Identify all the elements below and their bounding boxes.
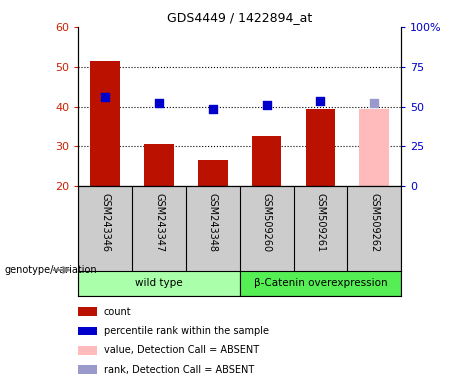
Bar xyxy=(360,109,389,186)
Bar xyxy=(90,61,120,186)
Text: GSM243348: GSM243348 xyxy=(208,193,218,252)
Point xyxy=(263,101,270,108)
Bar xyxy=(240,271,401,296)
Point xyxy=(209,106,217,112)
Bar xyxy=(78,271,240,296)
Bar xyxy=(78,307,97,316)
Text: rank, Detection Call = ABSENT: rank, Detection Call = ABSENT xyxy=(104,365,254,375)
Text: β-Catenin overexpression: β-Catenin overexpression xyxy=(254,278,387,288)
Text: wild type: wild type xyxy=(135,278,183,288)
Text: value, Detection Call = ABSENT: value, Detection Call = ABSENT xyxy=(104,346,259,356)
Text: genotype/variation: genotype/variation xyxy=(5,265,97,275)
Text: GSM509262: GSM509262 xyxy=(369,193,379,252)
Point xyxy=(371,99,378,106)
Point xyxy=(101,94,109,100)
Text: GSM243346: GSM243346 xyxy=(100,193,110,252)
Text: GSM509261: GSM509261 xyxy=(315,193,325,252)
Bar xyxy=(252,136,281,186)
Text: count: count xyxy=(104,306,131,316)
Point xyxy=(155,99,163,106)
Bar xyxy=(78,346,97,355)
Bar xyxy=(78,326,97,336)
Bar xyxy=(306,109,335,186)
Point xyxy=(317,98,324,104)
Bar xyxy=(144,144,174,186)
Text: percentile rank within the sample: percentile rank within the sample xyxy=(104,326,269,336)
Title: GDS4449 / 1422894_at: GDS4449 / 1422894_at xyxy=(167,11,313,24)
Bar xyxy=(198,161,228,186)
Bar xyxy=(78,366,97,374)
Text: GSM243347: GSM243347 xyxy=(154,193,164,252)
Text: GSM509260: GSM509260 xyxy=(261,193,272,252)
